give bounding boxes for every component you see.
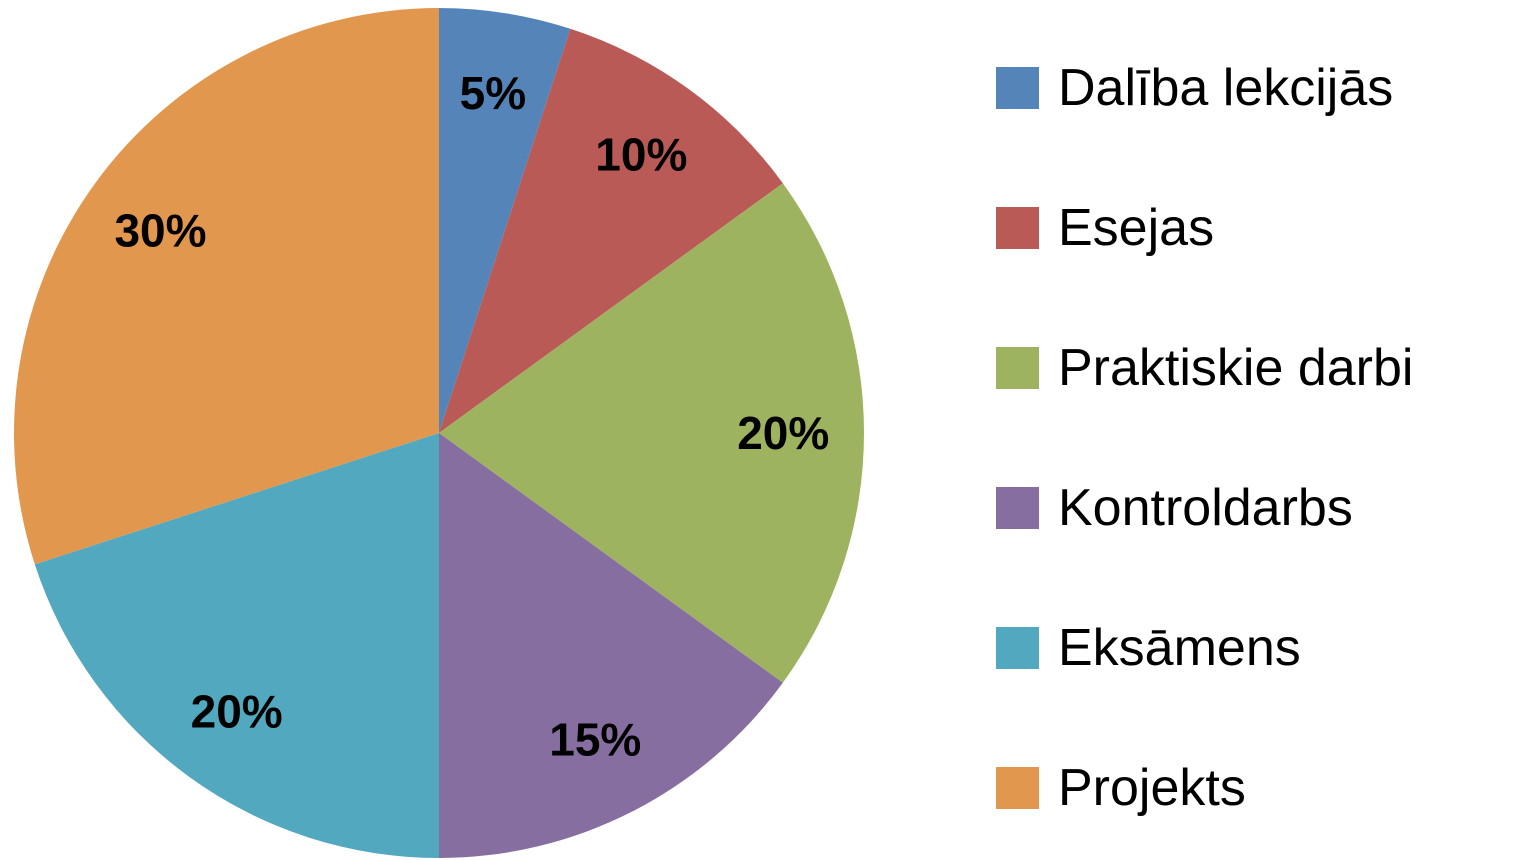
pie-slice	[439, 8, 571, 433]
legend-swatch	[996, 67, 1039, 109]
data-label: 20%	[737, 407, 829, 459]
legend-label: Projekts	[1058, 759, 1246, 817]
pie-slice	[13, 8, 439, 565]
legend-swatch	[996, 487, 1039, 529]
data-label: 5%	[460, 67, 526, 119]
legend-swatch	[996, 627, 1039, 669]
data-label: 20%	[191, 686, 283, 738]
pie-slice	[439, 183, 864, 683]
pie-slice	[439, 28, 783, 434]
pie-slice	[34, 433, 440, 858]
legend-swatch	[996, 207, 1039, 249]
legend-swatch	[996, 767, 1039, 809]
legend-label: Praktiskie darbi	[1058, 339, 1413, 397]
legend-swatch	[996, 347, 1039, 389]
legend-label: Kontroldarbs	[1058, 479, 1353, 537]
legend-label: Esejas	[1058, 199, 1214, 257]
pie-slice	[439, 433, 783, 858]
legend-label: Dalība lekcijās	[1058, 59, 1393, 117]
legend-label: Eksāmens	[1058, 619, 1301, 677]
data-label: 15%	[549, 714, 641, 766]
data-label: 10%	[595, 128, 687, 180]
data-label: 30%	[114, 205, 206, 257]
